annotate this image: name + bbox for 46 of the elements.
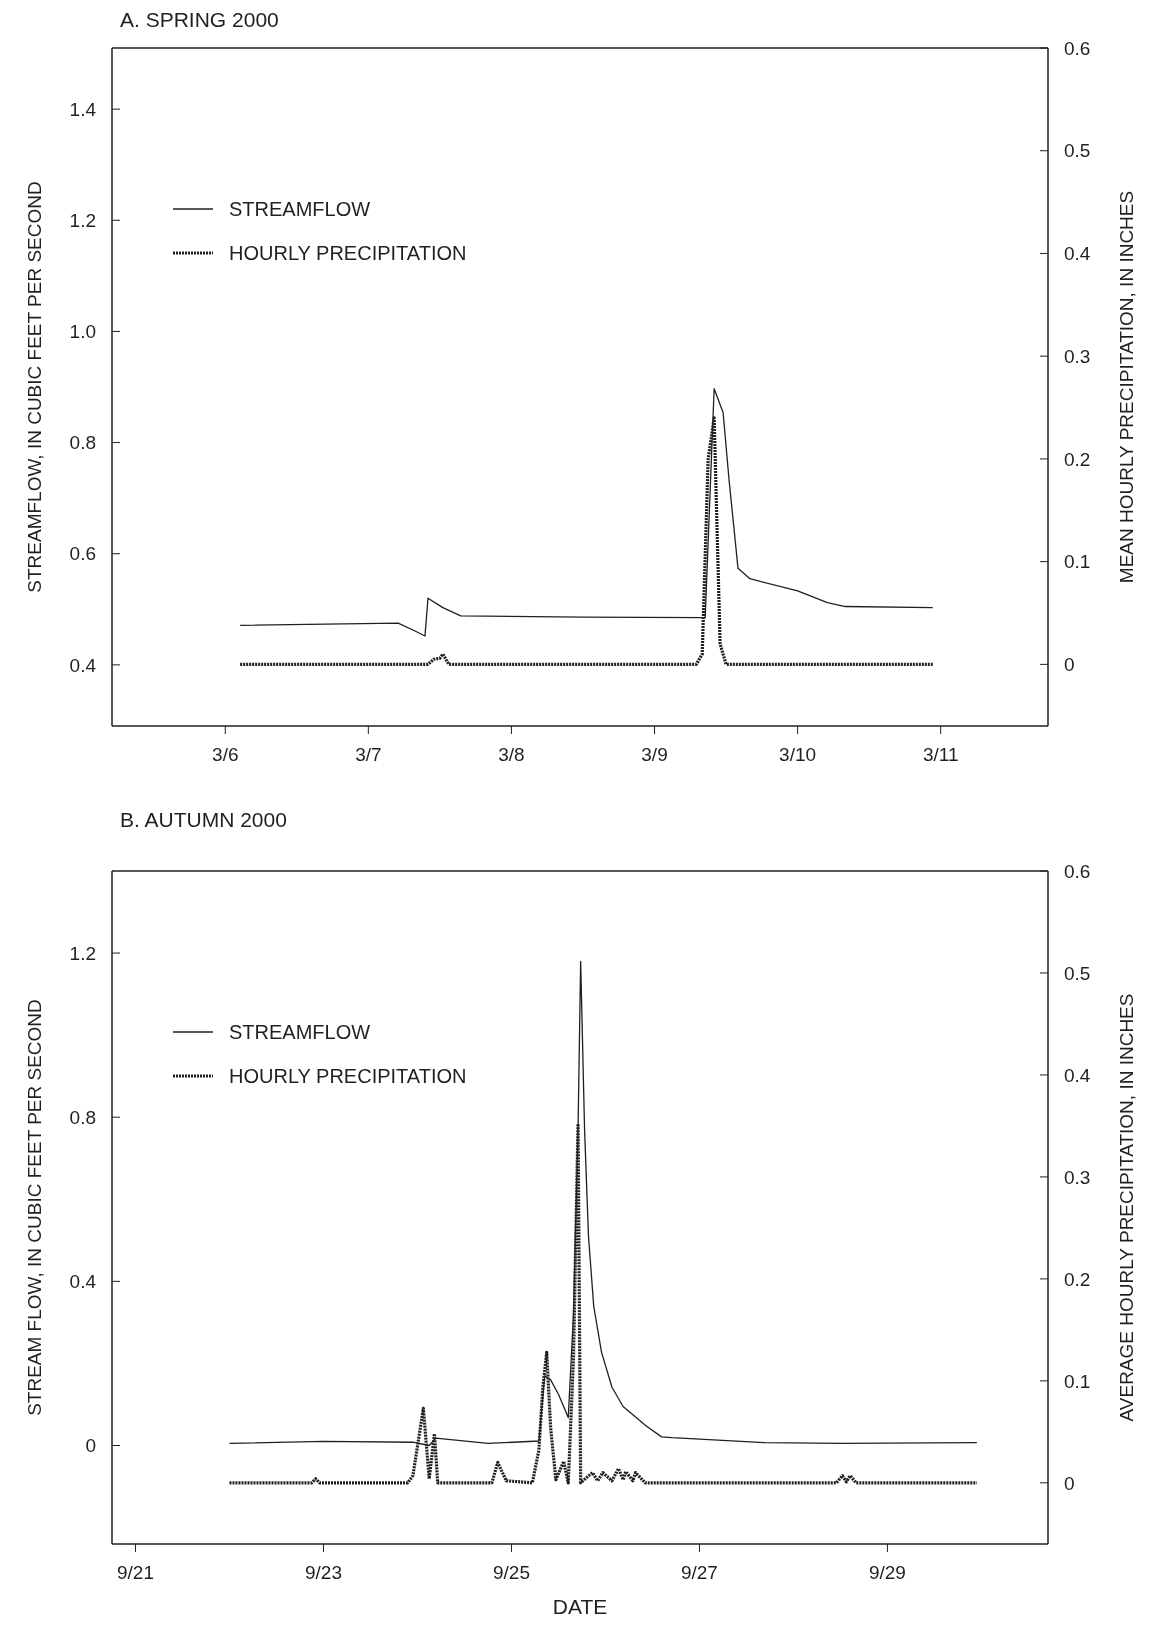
y-tick-label: 1.4 (69, 98, 97, 120)
y2-axis-title: MEAN HOURLY PRECIPITATION, IN INCHES (1115, 190, 1137, 584)
y-tick-label: 0.4 (69, 654, 97, 676)
chart-title: A. SPRING 2000 (120, 8, 279, 31)
y-tick-label: 0.4 (69, 1271, 97, 1293)
x-tick-label: 9/27 (680, 1562, 718, 1584)
legend-label: STREAMFLOW (229, 1020, 371, 1044)
y2-tick-label: 0.4 (1064, 243, 1091, 265)
x-tick-label: 3/8 (498, 744, 525, 766)
legend-label: HOURLY PRECIPITATION (229, 1064, 467, 1088)
y2-tick-label: 0.5 (1064, 962, 1091, 984)
y2-tick-label: 0.3 (1064, 345, 1091, 367)
y-tick-label: 1.2 (69, 942, 96, 964)
y-tick-label: 0.6 (69, 543, 96, 565)
x-tick-label: 9/21 (117, 1562, 154, 1584)
legend-label: STREAMFLOW (229, 197, 371, 221)
x-tick-label: 3/9 (641, 744, 668, 766)
y2-tick-label: 0.2 (1064, 448, 1091, 470)
y-axis-title: STREAMFLOW, IN CUBIC FEET PER SECOND (23, 181, 45, 593)
y2-tick-label: 0.3 (1064, 1166, 1091, 1188)
y2-tick-label: 0.4 (1064, 1064, 1091, 1086)
y2-tick-label: 0 (1064, 1472, 1075, 1494)
x-tick-label: 3/10 (779, 744, 817, 766)
y-tick-label: 1.2 (69, 210, 96, 232)
x-tick-label: 3/11 (922, 744, 959, 766)
y2-tick-label: 0.1 (1064, 1370, 1091, 1392)
x-tick-label: 9/25 (492, 1562, 530, 1584)
chart-title: B. AUTUMN 2000 (119, 808, 288, 833)
y-tick-label: 0.8 (69, 1106, 96, 1128)
x-tick-label: 9/23 (304, 1562, 342, 1584)
y-tick-label: 0 (85, 1435, 96, 1457)
x-axis-title: DATE (552, 1595, 608, 1618)
y-tick-label: 0.8 (69, 432, 96, 454)
y2-tick-label: 0.6 (1064, 860, 1091, 882)
x-tick-label: 9/29 (868, 1562, 906, 1584)
y2-tick-label: 0.1 (1064, 551, 1091, 573)
y2-axis-title: AVERAGE HOURLY PRECIPITATION, IN INCHES (1115, 993, 1137, 1422)
y-axis-title: STREAM FLOW, IN CUBIC FEET PER SECOND (23, 999, 45, 1416)
legend-label: HOURLY PRECIPITATION (229, 241, 467, 265)
y2-tick-label: 0.5 (1064, 140, 1091, 162)
x-tick-label: 3/6 (212, 744, 239, 766)
x-tick-label: 3/7 (355, 744, 382, 766)
y2-tick-label: 0.2 (1064, 1268, 1091, 1290)
y2-tick-label: 0 (1064, 654, 1075, 676)
y2-tick-label: 0.6 (1064, 37, 1091, 59)
y-tick-label: 1.0 (69, 321, 96, 343)
